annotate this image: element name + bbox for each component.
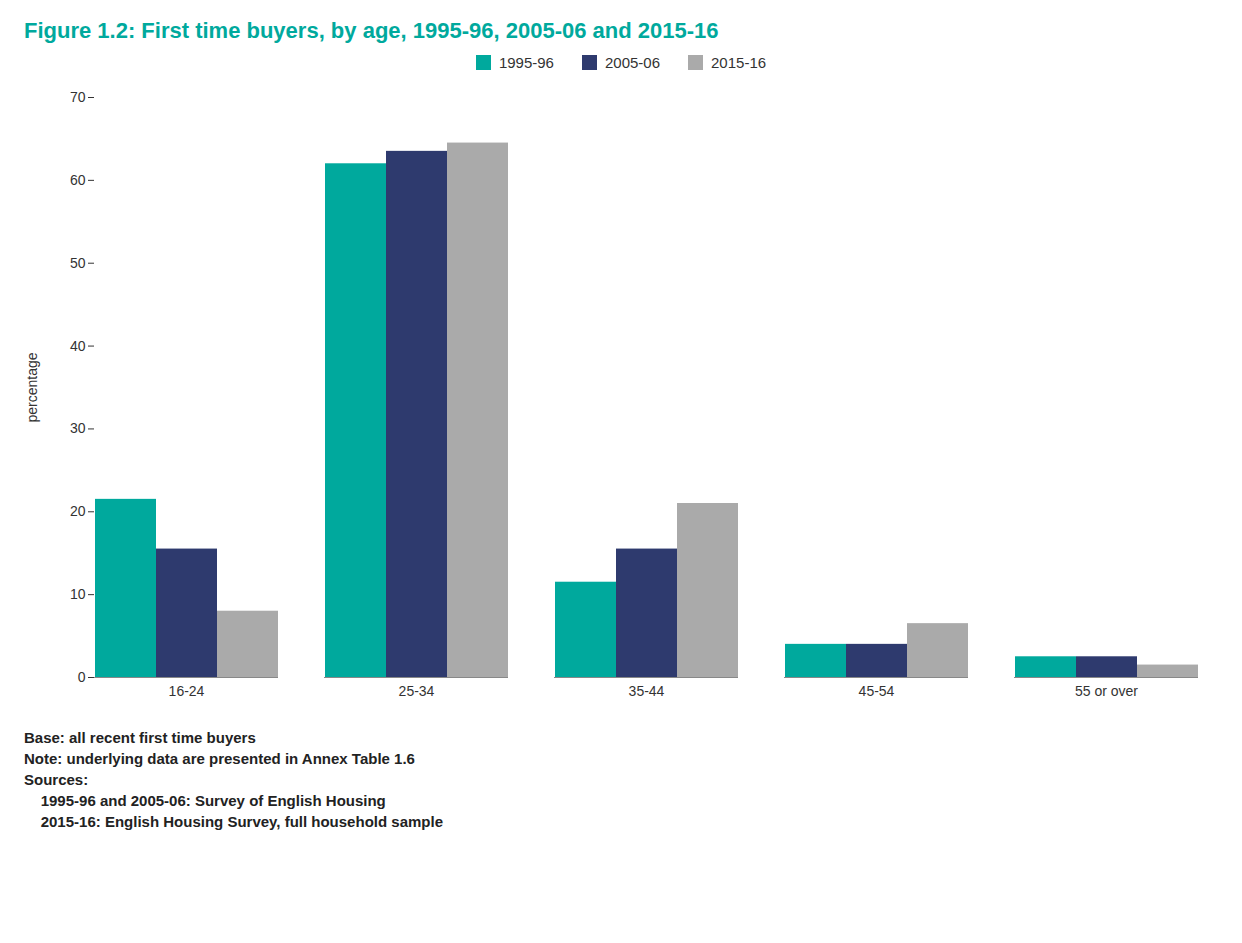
svg-text:55 or over: 55 or over [1075,683,1138,699]
html-text:1995-96: 1995-96 [498,54,554,71]
svg-text:25-34: 25-34 [399,683,435,699]
html-text:1995-96 and 2005-06: Survey of: 1995-96 and 2005-06: Survey of English H… [24,792,386,809]
svg-text:70: 70 [70,89,86,105]
svg-text:40: 40 [70,338,86,354]
html-text:Sources:: Sources: [24,771,89,788]
html-text:2015-16: English Housing Surve: 2015-16: English Housing Survey, full ho… [24,813,443,830]
html-text:2015-16: 2015-16 [711,54,767,71]
svg-text:20: 20 [70,503,86,519]
svg-text:45-54: 45-54 [859,683,895,699]
svg-text:0: 0 [78,669,86,685]
svg-text:60: 60 [70,172,86,188]
html-text:2005-06: 2005-06 [605,54,660,71]
html-text:Note: underlying data are pres: Note: underlying data are presented in A… [24,750,415,767]
html-text:Figure 1.2: First time buyers,: Figure 1.2: First time buyers, by age, 1… [24,18,719,43]
svg-text:percentage: percentage [24,352,40,422]
html-text:Base: all recent first time bu: Base: all recent first time buyers [24,729,256,746]
svg-text:50: 50 [70,255,86,271]
svg-text:35-44: 35-44 [629,683,665,699]
svg-text:16-24: 16-24 [169,683,205,699]
svg-text:30: 30 [70,420,86,436]
svg-text:10: 10 [70,586,86,602]
